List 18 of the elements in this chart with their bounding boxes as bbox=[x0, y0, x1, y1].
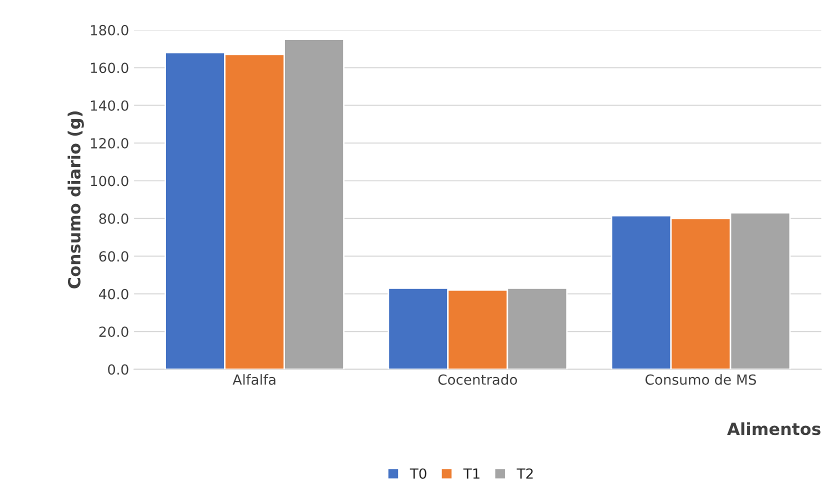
x-tick-label: Alfalfa bbox=[232, 374, 276, 385]
y-tick-label: 0.0 bbox=[108, 364, 128, 375]
y-tick-label: 120.0 bbox=[90, 138, 128, 149]
x-tick-label: Cocentrado bbox=[438, 374, 517, 385]
y-tick-label: 60.0 bbox=[99, 251, 128, 262]
y-tick-label: 180.0 bbox=[90, 24, 128, 36]
y-tick-label: 160.0 bbox=[90, 62, 128, 74]
y-tick-label: 20.0 bbox=[99, 326, 128, 338]
y-axis-title: Consumo diario (g) bbox=[68, 111, 84, 288]
y-tick-label: 140.0 bbox=[90, 100, 128, 111]
y-tick-label: 40.0 bbox=[98, 288, 128, 300]
x-axis-title: Alimentos bbox=[727, 422, 820, 436]
x-tick-label: Consumo de MS bbox=[646, 374, 756, 385]
y-tick-label: 100.0 bbox=[90, 176, 128, 186]
y-tick-label: 80.0 bbox=[99, 213, 128, 224]
legend-label: T1 bbox=[463, 468, 480, 479]
legend-label: T2 bbox=[516, 468, 533, 479]
legend-label: T0 bbox=[410, 468, 426, 479]
